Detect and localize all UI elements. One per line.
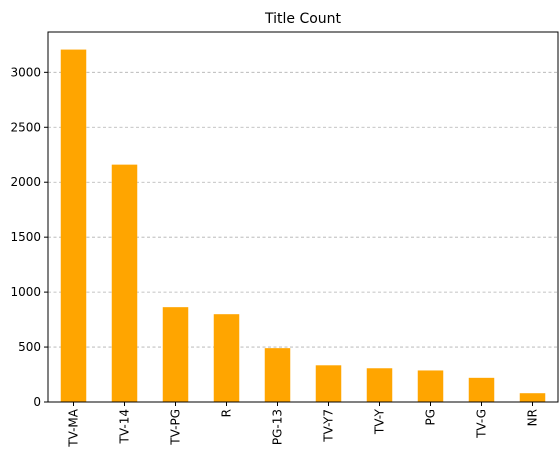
x-axis: TV-MA TV-14 TV-PG R PG-13 TV-Y7 TV-Y PG TV-G NR: [67, 402, 540, 448]
y-tick-label: 1500: [10, 230, 41, 244]
y-axis: 0 500 1000 1500 2000 2500 3000: [10, 65, 48, 409]
y-tick-label: 0: [33, 395, 41, 409]
bar: [265, 348, 291, 402]
x-tick-label: TV-G: [475, 409, 489, 439]
bar: [520, 393, 546, 402]
x-tick-label: NR: [526, 409, 540, 426]
bars: [61, 50, 546, 402]
chart-title: Title Count: [264, 11, 342, 27]
x-tick-label: TV-Y: [373, 408, 387, 435]
y-tick-label: 500: [18, 340, 41, 354]
x-tick-label: PG: [424, 409, 438, 426]
x-tick-label: TV-MA: [67, 408, 81, 448]
bar: [112, 165, 138, 402]
x-tick-label: TV-Y7: [322, 409, 336, 443]
y-tick-label: 1000: [10, 285, 41, 299]
y-tick-label: 2500: [10, 120, 41, 134]
y-tick-label: 2000: [10, 175, 41, 189]
bar: [418, 370, 444, 402]
x-tick-label: TV-PG: [169, 409, 183, 446]
bar: [469, 378, 495, 402]
x-tick-label: PG-13: [271, 409, 285, 445]
bar: [163, 307, 189, 402]
y-tick-label: 3000: [10, 65, 41, 79]
bar: [316, 365, 342, 402]
bar: [214, 314, 240, 402]
bar: [367, 368, 393, 402]
x-tick-label: R: [220, 409, 234, 417]
x-tick-label: TV-14: [118, 409, 132, 444]
bar: [61, 50, 87, 402]
